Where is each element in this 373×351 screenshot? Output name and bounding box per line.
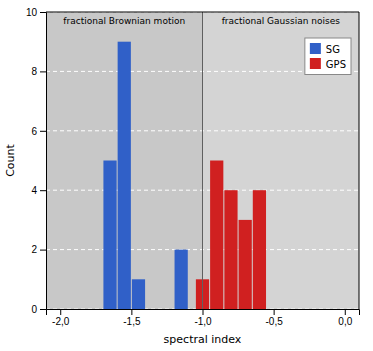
- tick-label: -2,0: [52, 316, 70, 327]
- tick-mark: [40, 71, 46, 72]
- tick-mark: [203, 309, 204, 315]
- bar: [224, 190, 237, 309]
- tick-mark: [40, 12, 46, 13]
- tick-label: -1,5: [123, 316, 141, 327]
- marks: [46, 12, 359, 309]
- tick: 0: [31, 304, 46, 315]
- bar: [210, 161, 223, 310]
- tick-mark: [274, 309, 275, 315]
- grid-line: [46, 12, 359, 13]
- bar: [239, 220, 252, 309]
- axis-line: [40, 13, 47, 310]
- tick: -1,5: [123, 309, 141, 327]
- tick-label: 0: [31, 304, 37, 315]
- plot: -2,0 -1,5 -1,0 -0,5 0,0 0 2 4 6 8 10 spectral index…: [4, 7, 360, 346]
- frame: [359, 12, 360, 309]
- axis-line: [47, 310, 360, 316]
- tick-label: 6: [31, 126, 37, 137]
- tick-mark: [40, 309, 46, 310]
- tick: -0,5: [266, 309, 284, 327]
- region-background: [46, 12, 203, 309]
- region-divider: [202, 12, 203, 309]
- tick-mark: [345, 309, 346, 315]
- bar: [253, 190, 266, 309]
- bar: [103, 161, 116, 310]
- region-background: [203, 12, 360, 309]
- tick-label: 8: [31, 66, 37, 77]
- tick-mark: [40, 250, 46, 251]
- tick-label: -0,5: [266, 316, 284, 327]
- x-axis-title: spectral index: [164, 333, 242, 346]
- legend-item: SG: [310, 43, 340, 55]
- legend-swatch: [310, 43, 321, 54]
- tick: 0,0: [338, 309, 352, 327]
- y-axis: 0 2 4 6 8 10: [26, 7, 47, 315]
- tick: 8: [31, 66, 46, 77]
- tick: -1,0: [194, 309, 212, 327]
- tick: 2: [31, 244, 46, 255]
- bar: [175, 250, 188, 309]
- y-axis-title: Count: [4, 143, 17, 176]
- frame: [46, 12, 359, 13]
- tick-label: 10: [26, 7, 38, 18]
- bar: [132, 279, 145, 309]
- tick: 6: [31, 126, 46, 137]
- legend-item: GPS: [310, 58, 346, 70]
- tick-mark: [40, 190, 46, 191]
- chart: -2,0 -1,5 -1,0 -0,5 0,0 0 2 4 6 8 10 spectral index…: [0, 0, 373, 351]
- legend-box: [305, 38, 351, 75]
- legend: SG GPS: [305, 38, 351, 75]
- tick-mark: [40, 131, 46, 132]
- tick-label: 4: [31, 185, 37, 196]
- legend-label: GPS: [326, 59, 346, 70]
- tick-label: 2: [31, 244, 37, 255]
- tick: 10: [26, 7, 46, 18]
- tick-mark: [131, 309, 132, 315]
- tick: -2,0: [52, 309, 70, 327]
- region-label: fractional Gaussian noises: [222, 16, 341, 26]
- legend-label: SG: [326, 44, 340, 55]
- x-axis: -2,0 -1,5 -1,0 -0,5 0,0: [47, 309, 360, 327]
- bar: [118, 42, 131, 309]
- tick-label: -1,0: [194, 316, 212, 327]
- tick-mark: [60, 309, 61, 315]
- legend-swatch: [310, 58, 321, 69]
- tick-label: 0,0: [338, 316, 352, 327]
- tick: 4: [31, 185, 46, 196]
- region-label: fractional Brownian motion: [63, 16, 185, 26]
